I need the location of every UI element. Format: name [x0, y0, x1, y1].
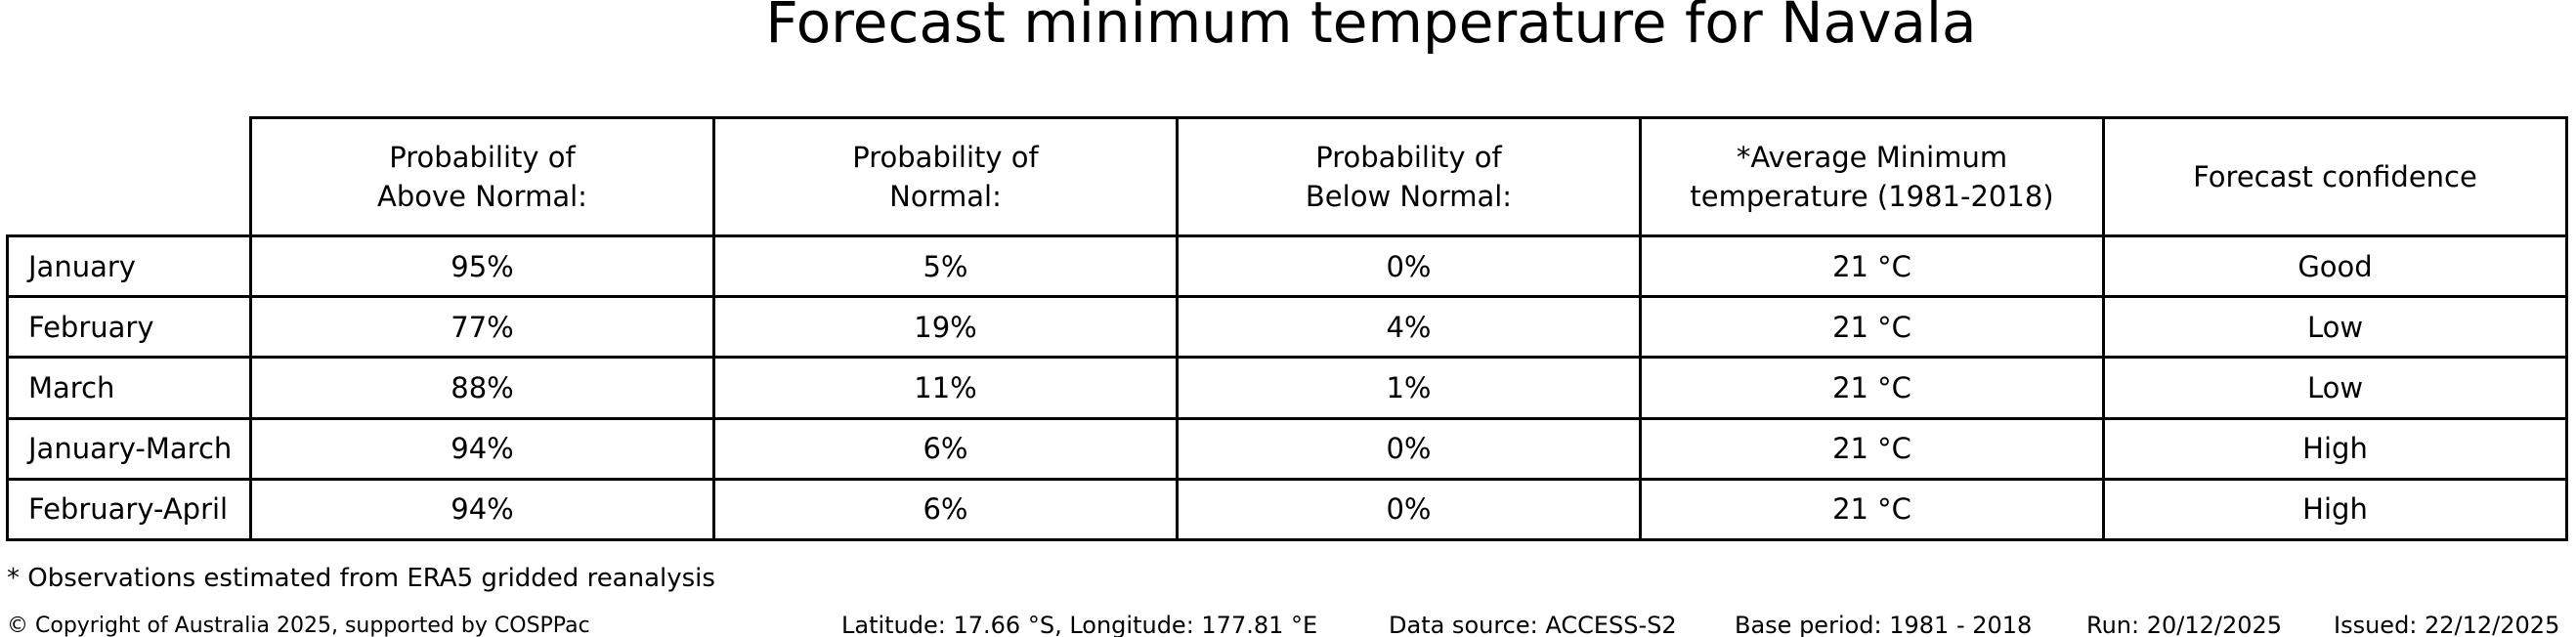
header-row: Probability of Above Normal: Probability…	[8, 116, 2568, 237]
row-label: February-April	[6, 477, 252, 541]
forecast-table: Probability of Above Normal: Probability…	[6, 116, 2568, 541]
table-row: February-April 94% 6% 0% 21 °C High	[6, 477, 2568, 541]
cell-avg-min-temp: 21 °C	[1639, 416, 2105, 481]
cell-below-normal: 0%	[1176, 477, 1642, 541]
row-label: March	[6, 356, 252, 420]
cell-above-normal: 88%	[249, 356, 715, 420]
cell-below-normal: 4%	[1176, 295, 1642, 360]
cell-avg-min-temp: 21 °C	[1639, 234, 2105, 299]
cell-below-normal: 0%	[1176, 416, 1642, 481]
cell-confidence: Low	[2102, 356, 2568, 420]
cell-avg-min-temp: 21 °C	[1639, 295, 2105, 360]
table-row: January 95% 5% 0% 21 °C Good	[6, 234, 2568, 299]
cell-avg-min-temp: 21 °C	[1639, 356, 2105, 420]
cell-below-normal: 0%	[1176, 234, 1642, 299]
column-header-forecast-confidence: Forecast confidence	[2102, 116, 2568, 237]
location-info: Latitude: 17.66 °S, Longitude: 177.81 °E	[841, 612, 1318, 637]
row-label: January	[6, 234, 252, 299]
cell-normal: 5%	[712, 234, 1179, 299]
run-date-info: Run: 20/12/2025	[2086, 612, 2283, 637]
column-header-avg-min-temp: *Average Minimum temperature (1981-2018)	[1639, 116, 2105, 237]
copyright-text: © Copyright of Australia 2025, supported…	[7, 614, 590, 637]
table-row: January-March 94% 6% 0% 21 °C High	[6, 416, 2568, 481]
corner-cell	[8, 118, 251, 236]
cell-normal: 19%	[712, 295, 1179, 360]
column-header-normal: Probability of Normal:	[712, 116, 1179, 237]
cell-confidence: Low	[2102, 295, 2568, 360]
observations-footnote: * Observations estimated from ERA5 gridd…	[7, 564, 715, 593]
row-label: January-March	[6, 416, 252, 481]
cell-above-normal: 77%	[249, 295, 715, 360]
cell-confidence: Good	[2102, 234, 2568, 299]
column-header-below-normal: Probability of Below Normal:	[1176, 116, 1642, 237]
cell-above-normal: 94%	[249, 416, 715, 481]
cell-above-normal: 94%	[249, 477, 715, 541]
table-row: February 77% 19% 4% 21 °C Low	[6, 295, 2568, 360]
cell-above-normal: 95%	[249, 234, 715, 299]
cell-confidence: High	[2102, 477, 2568, 541]
base-period-info: Base period: 1981 - 2018	[1735, 612, 2033, 637]
row-label: February	[6, 295, 252, 360]
cell-confidence: High	[2102, 416, 2568, 481]
cell-below-normal: 1%	[1176, 356, 1642, 420]
cell-avg-min-temp: 21 °C	[1639, 477, 2105, 541]
issued-date-info: Issued: 22/12/2025	[2334, 612, 2560, 637]
cell-normal: 6%	[712, 416, 1179, 481]
column-header-above-normal: Probability of Above Normal:	[249, 116, 715, 237]
data-source-info: Data source: ACCESS-S2	[1389, 612, 1677, 637]
cell-normal: 11%	[712, 356, 1179, 420]
cell-normal: 6%	[712, 477, 1179, 541]
page-title: Forecast minimum temperature for Navala	[765, 0, 1977, 56]
table-row: March 88% 11% 1% 21 °C Low	[6, 356, 2568, 420]
